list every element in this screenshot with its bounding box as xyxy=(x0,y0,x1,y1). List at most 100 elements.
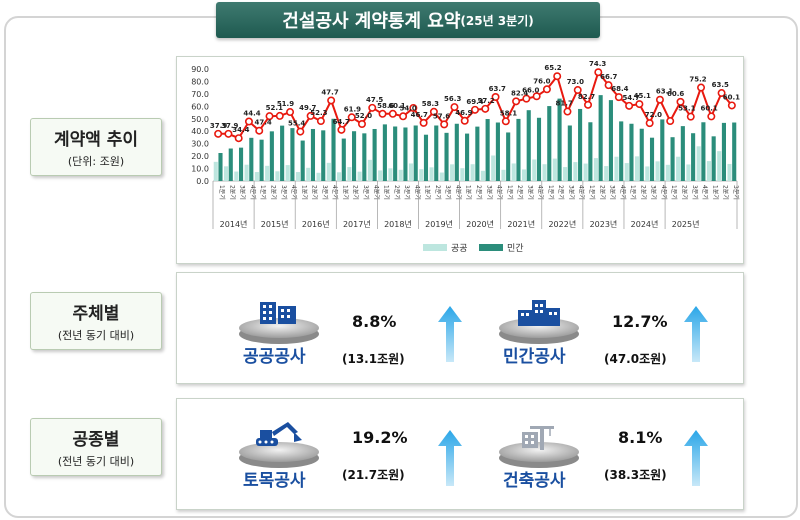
y-tick-label: 30.0 xyxy=(191,140,209,149)
civil-works-label: 토목공사 xyxy=(243,471,306,491)
total-point xyxy=(440,120,449,129)
bar-private xyxy=(619,121,624,181)
bar-public xyxy=(604,166,609,181)
x-tick-label: 2분기 xyxy=(270,185,278,200)
total-point xyxy=(409,103,418,112)
bar-public xyxy=(254,172,259,181)
x-tick-label: 2분기 xyxy=(722,185,730,200)
total-point xyxy=(316,117,325,126)
x-tick-label: 3분기 xyxy=(732,185,740,200)
total-point xyxy=(399,112,408,121)
total-point xyxy=(563,107,572,116)
total-point xyxy=(655,95,664,104)
bar-private xyxy=(259,139,264,181)
bar-private xyxy=(382,124,387,181)
total-point xyxy=(286,108,295,117)
total-point xyxy=(347,113,356,122)
year-label: 2021년 xyxy=(507,219,535,229)
building-growth-pct: 8.1% xyxy=(618,428,663,447)
x-tick-label: 3분기 xyxy=(485,185,493,200)
legend-label-public: 공공 xyxy=(451,243,468,254)
year-label: 2014년 xyxy=(220,219,248,229)
section-label-entity: 주체별 (전년 동기 대비) xyxy=(30,292,162,350)
public-growth-pct: 8.8% xyxy=(352,312,397,331)
x-tick-label: 3분기 xyxy=(280,185,288,200)
y-tick-label: 70.0 xyxy=(191,90,209,99)
section-title: 공종별 xyxy=(72,430,120,450)
up-arrow-icon xyxy=(438,306,462,362)
data-label: 58.6 xyxy=(377,102,394,110)
y-tick-label: 10.0 xyxy=(191,165,209,174)
data-label: 52.3 xyxy=(310,109,327,117)
year-label: 2020년 xyxy=(466,219,494,229)
bar-private xyxy=(310,128,316,181)
bar-private xyxy=(393,126,398,181)
bar-public xyxy=(295,172,301,181)
x-tick-label: 3분기 xyxy=(321,185,329,200)
year-label: 2018년 xyxy=(384,219,412,229)
bar-public xyxy=(593,158,598,181)
total-point xyxy=(419,118,428,127)
bar-private xyxy=(362,133,367,181)
total-point xyxy=(234,134,243,143)
x-tick-label: 3분기 xyxy=(567,185,575,200)
section-subtitle: (전년 동기 대비) xyxy=(57,455,135,468)
year-label: 2025년 xyxy=(672,219,700,229)
x-tick-label: 3분기 xyxy=(239,185,247,200)
data-label: 57.2 xyxy=(478,97,495,105)
x-tick-label: 1분기 xyxy=(465,185,473,200)
bar-private xyxy=(711,136,716,181)
total-point xyxy=(666,117,675,126)
total-point xyxy=(686,112,695,121)
total-point xyxy=(553,72,562,81)
data-label: 73.0 xyxy=(567,78,584,86)
x-tick-label: 1분기 xyxy=(383,185,391,200)
year-label: 2015년 xyxy=(261,219,289,229)
x-tick-label: 2분기 xyxy=(516,185,524,200)
bar-private xyxy=(680,126,685,181)
bar-public xyxy=(429,167,434,181)
total-point xyxy=(625,101,634,110)
x-tick-label: 2분기 xyxy=(352,185,360,200)
bar-private xyxy=(423,134,429,181)
bar-public xyxy=(686,164,691,181)
data-label: 69.4 xyxy=(466,98,483,106)
bar-public xyxy=(480,170,485,181)
bar-public xyxy=(357,171,362,181)
data-label: 46.9 xyxy=(455,109,472,117)
total-point xyxy=(717,89,726,98)
bar-public xyxy=(265,165,270,181)
x-tick-label: 1분기 xyxy=(506,185,514,200)
total-point xyxy=(635,100,644,109)
x-tick-label: 3분기 xyxy=(362,185,370,200)
data-label: 37.9 xyxy=(221,122,238,130)
x-tick-label: 2분기 xyxy=(311,185,319,200)
data-label: 58.3 xyxy=(422,100,439,108)
x-tick-label: 1분기 xyxy=(218,185,226,200)
bar-public xyxy=(727,163,732,181)
y-tick-label: 40.0 xyxy=(191,127,209,136)
bar-private xyxy=(300,140,305,181)
bar-private xyxy=(588,122,593,181)
section-subtitle: (전년 동기 대비) xyxy=(57,329,135,342)
y-tick-label: 20.0 xyxy=(191,152,209,161)
bar-private xyxy=(547,106,552,181)
bar-public xyxy=(337,172,342,181)
y-tick-label: 60.0 xyxy=(191,102,209,111)
x-tick-label: 1분기 xyxy=(588,185,596,200)
bar-public xyxy=(347,167,352,181)
data-label: 51.9 xyxy=(277,100,294,108)
total-point xyxy=(470,105,479,114)
total-point xyxy=(584,100,593,109)
legend-swatch-private xyxy=(479,244,503,251)
y-tick-label: 0.0 xyxy=(196,177,209,186)
x-tick-label: 1분기 xyxy=(547,185,555,200)
year-label: 2024년 xyxy=(631,219,659,229)
x-tick-label: 3분기 xyxy=(403,185,411,200)
bar-private xyxy=(536,117,542,181)
total-point xyxy=(368,103,377,112)
bar-public xyxy=(419,169,424,181)
bar-public xyxy=(624,163,629,181)
bar-public xyxy=(532,159,537,181)
data-label: 54.7 xyxy=(622,94,639,102)
